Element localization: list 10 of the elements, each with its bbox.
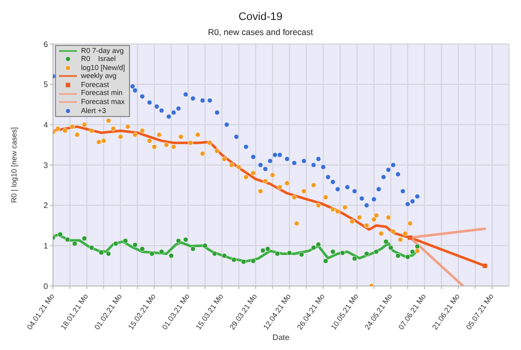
y-tick-label: 5 bbox=[44, 80, 49, 90]
y-tick-label: 1 bbox=[44, 242, 49, 251]
chart-subtitle: R0, new cases and forecast bbox=[207, 26, 314, 38]
y-tick-label: 2 bbox=[44, 201, 49, 210]
y-tick-label: 6 bbox=[44, 40, 49, 49]
y-tick-label: 3 bbox=[44, 160, 49, 170]
y-tick-label: 0 bbox=[44, 282, 49, 291]
x-axis-title: Date bbox=[272, 333, 290, 342]
y-tick-label: 4 bbox=[44, 120, 49, 130]
chart-title: Covid-19 bbox=[237, 10, 284, 25]
